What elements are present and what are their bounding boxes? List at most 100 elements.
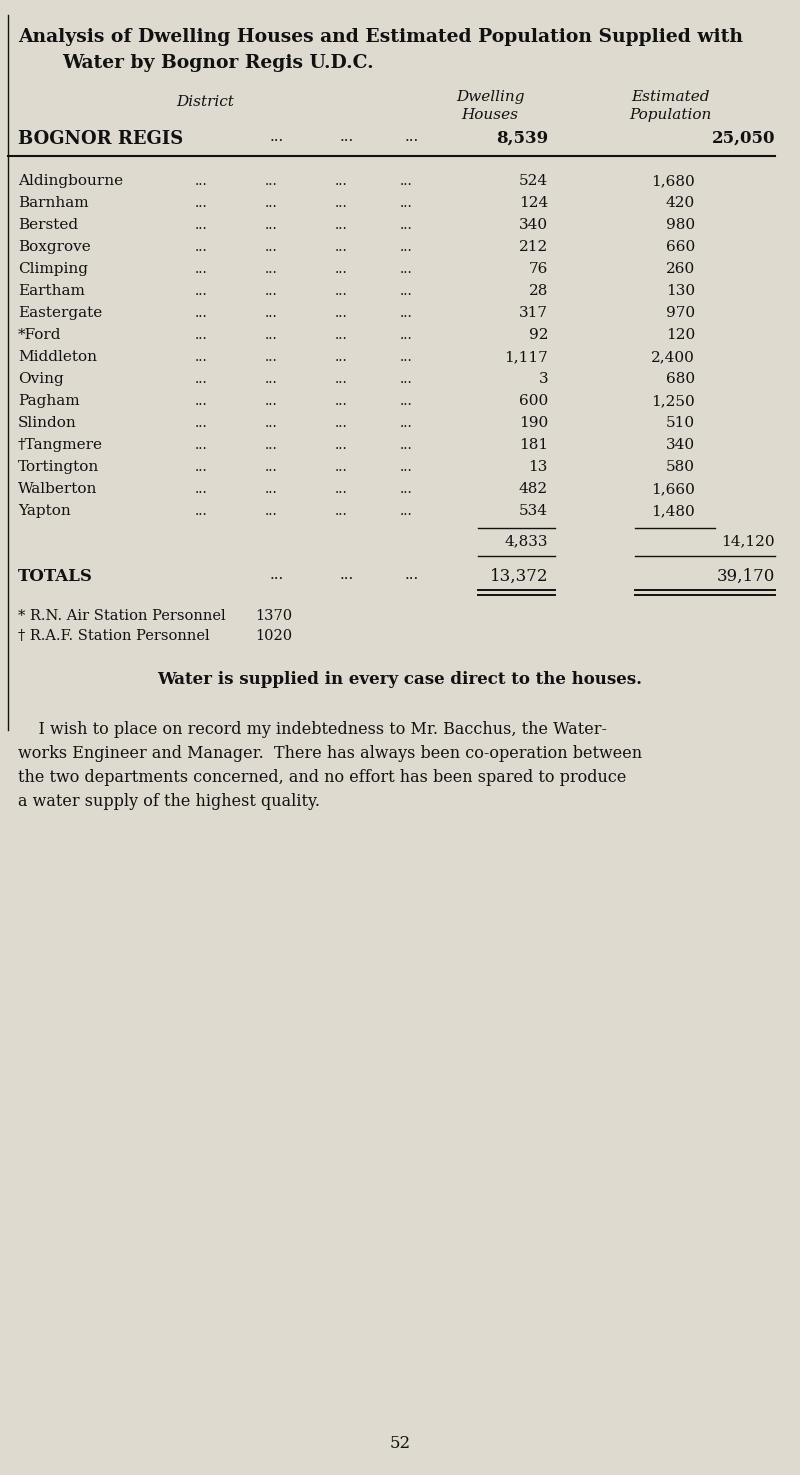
Text: ...: ...	[195, 285, 208, 298]
Text: Dwelling: Dwelling	[456, 90, 524, 105]
Text: ...: ...	[400, 372, 413, 386]
Text: 1,117: 1,117	[504, 350, 548, 364]
Text: Climping: Climping	[18, 263, 88, 276]
Text: 124: 124	[518, 196, 548, 209]
Text: ...: ...	[195, 350, 208, 364]
Text: ...: ...	[195, 263, 208, 276]
Text: Water is supplied in every case direct to the houses.: Water is supplied in every case direct t…	[158, 671, 642, 687]
Text: the two departments concerned, and no effort has been spared to produce: the two departments concerned, and no ef…	[18, 768, 626, 786]
Text: ...: ...	[335, 350, 348, 364]
Text: ...: ...	[195, 416, 208, 431]
Text: ...: ...	[265, 504, 278, 518]
Text: ...: ...	[265, 285, 278, 298]
Text: ...: ...	[265, 394, 278, 409]
Text: Slindon: Slindon	[18, 416, 77, 431]
Text: ...: ...	[265, 174, 278, 187]
Text: Yapton: Yapton	[18, 504, 70, 518]
Text: ...: ...	[335, 263, 348, 276]
Text: ...: ...	[265, 263, 278, 276]
Text: ...: ...	[265, 327, 278, 342]
Text: ...: ...	[335, 394, 348, 409]
Text: ...: ...	[400, 504, 413, 518]
Text: ...: ...	[400, 218, 413, 232]
Text: ...: ...	[265, 240, 278, 254]
Text: 2,400: 2,400	[651, 350, 695, 364]
Text: 260: 260	[666, 263, 695, 276]
Text: 25,050: 25,050	[711, 130, 775, 148]
Text: 340: 340	[666, 438, 695, 451]
Text: ...: ...	[195, 196, 208, 209]
Text: ...: ...	[335, 460, 348, 473]
Text: ...: ...	[195, 240, 208, 254]
Text: ...: ...	[265, 460, 278, 473]
Text: Houses: Houses	[462, 108, 518, 122]
Text: ...: ...	[270, 568, 284, 583]
Text: ...: ...	[400, 327, 413, 342]
Text: 1370: 1370	[255, 609, 292, 622]
Text: I wish to place on record my indebtedness to Mr. Bacchus, the Water-: I wish to place on record my indebtednes…	[18, 721, 607, 738]
Text: 580: 580	[666, 460, 695, 473]
Text: ...: ...	[400, 460, 413, 473]
Text: ...: ...	[335, 327, 348, 342]
Text: 39,170: 39,170	[717, 568, 775, 586]
Text: 4,833: 4,833	[505, 534, 548, 549]
Text: ...: ...	[195, 460, 208, 473]
Text: ...: ...	[335, 174, 348, 187]
Text: Walberton: Walberton	[18, 482, 98, 496]
Text: ...: ...	[400, 305, 413, 320]
Text: ...: ...	[405, 568, 419, 583]
Text: 181: 181	[519, 438, 548, 451]
Text: ...: ...	[265, 438, 278, 451]
Text: ...: ...	[335, 372, 348, 386]
Text: ...: ...	[340, 568, 354, 583]
Text: ...: ...	[335, 482, 348, 496]
Text: 600: 600	[518, 394, 548, 409]
Text: ...: ...	[265, 372, 278, 386]
Text: ...: ...	[265, 482, 278, 496]
Text: 14,120: 14,120	[722, 534, 775, 549]
Text: Tortington: Tortington	[18, 460, 99, 473]
Text: ...: ...	[195, 327, 208, 342]
Text: ...: ...	[400, 196, 413, 209]
Text: 13: 13	[529, 460, 548, 473]
Text: Eastergate: Eastergate	[18, 305, 102, 320]
Text: 510: 510	[666, 416, 695, 431]
Text: 1,480: 1,480	[651, 504, 695, 518]
Text: ...: ...	[400, 174, 413, 187]
Text: ...: ...	[340, 130, 354, 145]
Text: works Engineer and Manager.  There has always been co-operation between: works Engineer and Manager. There has al…	[18, 745, 642, 763]
Text: Water by Bognor Regis U.D.C.: Water by Bognor Regis U.D.C.	[62, 55, 374, 72]
Text: * R.N. Air Station Personnel: * R.N. Air Station Personnel	[18, 609, 226, 622]
Text: Aldingbourne: Aldingbourne	[18, 174, 123, 187]
Text: 660: 660	[666, 240, 695, 254]
Text: 1,250: 1,250	[651, 394, 695, 409]
Text: District: District	[176, 94, 234, 109]
Text: ...: ...	[195, 174, 208, 187]
Text: 980: 980	[666, 218, 695, 232]
Text: ...: ...	[265, 305, 278, 320]
Text: *Ford: *Ford	[18, 327, 62, 342]
Text: 76: 76	[529, 263, 548, 276]
Text: BOGNOR REGIS: BOGNOR REGIS	[18, 130, 183, 148]
Text: 1,680: 1,680	[651, 174, 695, 187]
Text: 970: 970	[666, 305, 695, 320]
Text: a water supply of the highest quality.: a water supply of the highest quality.	[18, 794, 320, 810]
Text: Boxgrove: Boxgrove	[18, 240, 90, 254]
Text: Middleton: Middleton	[18, 350, 97, 364]
Text: ...: ...	[400, 240, 413, 254]
Text: 420: 420	[666, 196, 695, 209]
Text: ...: ...	[335, 218, 348, 232]
Text: 482: 482	[519, 482, 548, 496]
Text: ...: ...	[265, 218, 278, 232]
Text: Bersted: Bersted	[18, 218, 78, 232]
Text: ...: ...	[335, 240, 348, 254]
Text: † R.A.F. Station Personnel: † R.A.F. Station Personnel	[18, 628, 210, 643]
Text: 680: 680	[666, 372, 695, 386]
Text: 212: 212	[518, 240, 548, 254]
Text: 92: 92	[529, 327, 548, 342]
Text: 317: 317	[519, 305, 548, 320]
Text: ...: ...	[400, 482, 413, 496]
Text: 13,372: 13,372	[490, 568, 548, 586]
Text: ...: ...	[405, 130, 419, 145]
Text: ...: ...	[270, 130, 284, 145]
